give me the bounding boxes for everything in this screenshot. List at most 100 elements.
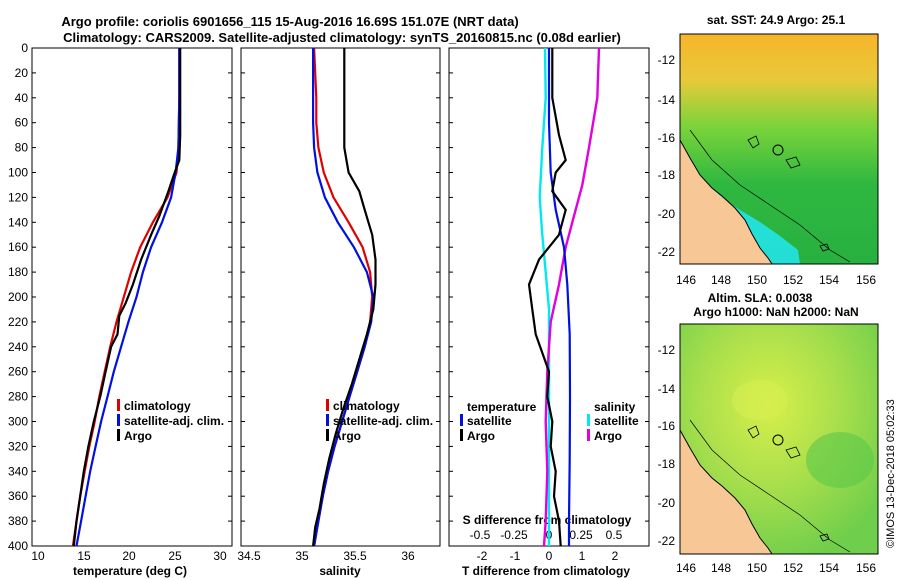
tdiff-tick: 2 [612, 549, 619, 563]
sla-reef-contours [747, 425, 830, 542]
legend-label: satellite-adj. clim. [124, 414, 224, 428]
legend-title: temperature [467, 400, 537, 414]
sla-anomaly-patch [732, 380, 788, 420]
temp-tick: 15 [77, 549, 91, 563]
sst-map-title: sat. SST: 24.9 Argo: 25.1 [707, 13, 846, 27]
depth-tick-label: 0 [21, 41, 28, 55]
lat-tick: -14 [658, 93, 676, 107]
legend-label: Argo [467, 429, 495, 443]
legend-label: Argo [124, 429, 152, 443]
lon-tick: 146 [676, 273, 696, 287]
figure-title: Argo profile: coriolis 6901656_115 15-Au… [61, 14, 518, 29]
temp-tick: 25 [168, 549, 182, 563]
lat-tick: -22 [658, 245, 676, 259]
temperature-argo-line [72, 48, 182, 546]
legend-label: satellite [594, 414, 639, 428]
lat-tick: -12 [658, 343, 676, 357]
depth-ticks [32, 47, 649, 547]
sst-frame [679, 33, 879, 265]
legend-swatch-s-satellite [587, 414, 590, 426]
lon-tick: 156 [856, 273, 876, 287]
depth-tick-label: 300 [8, 415, 28, 429]
tdiff-tick: -2 [477, 549, 488, 563]
sdiff-tick: -0.25 [500, 528, 528, 542]
lon-tick: 150 [747, 561, 767, 575]
depth-tick-label: 280 [8, 390, 28, 404]
sst-shelf-contour [689, 129, 851, 263]
sdiff-tick: 0.25 [569, 528, 593, 542]
depth-tick-label: 340 [8, 464, 28, 478]
s-difference-satellite-line [538, 48, 551, 546]
sal-tick: 36 [401, 549, 415, 563]
sla-argo-marker [772, 434, 784, 446]
imos-credit: ©IMOS 13-Dec-2018 05:02:33 [885, 399, 897, 548]
sla-map-title: Altim. SLA: 0.0038 [708, 291, 813, 305]
sst-reef-contours [747, 135, 830, 252]
depth-tick-label: 260 [8, 365, 28, 379]
tdiff-tick: -1 [510, 549, 521, 563]
sla-anomaly-patch [806, 432, 874, 488]
legend-swatch-climatology [117, 399, 120, 411]
temp-tick: 20 [122, 549, 136, 563]
depth-tick-label: 140 [8, 215, 28, 229]
depth-tick-label: 80 [15, 141, 29, 155]
depth-axis: 0 20 40 60 80 100 120 140 160 180 200 220 240 260 280 3… [8, 41, 28, 553]
depth-tick-label: 180 [8, 265, 28, 279]
temperature-x-label: temperature (deg C) [73, 564, 187, 578]
depth-tick-label: 20 [15, 66, 29, 80]
sst-coastline [679, 139, 773, 265]
sal-tick: 35.5 [343, 549, 367, 563]
difference-x-ticks: -2 -1 0 1 2 [477, 549, 619, 563]
t-difference-satellite-line [547, 48, 572, 546]
sst-argo-marker [772, 144, 784, 156]
lat-tick: -12 [658, 53, 676, 67]
temp-tick: 10 [31, 549, 45, 563]
legend-label: climatology [333, 399, 400, 413]
s-difference-label: S difference from climatology [463, 513, 632, 527]
temperature-x-ticks: 10 15 20 25 30 [31, 549, 227, 563]
depth-tick-label: 320 [8, 439, 28, 453]
sla-map [679, 323, 879, 555]
lat-tick: -18 [658, 457, 676, 471]
sdiff-tick: 0.5 [606, 528, 623, 542]
lon-tick: 152 [783, 273, 803, 287]
sst-cool-coastal-water [700, 175, 800, 264]
temperature-legend: climatology satellite-adj. clim. Argo [117, 399, 224, 443]
salinity-x-label: salinity [319, 564, 361, 578]
tdiff-tick: 0 [546, 549, 553, 563]
depth-tick-label: 220 [8, 315, 28, 329]
t-difference-argo-line [527, 48, 567, 546]
sst-map [679, 33, 879, 265]
sla-coastline [679, 429, 773, 555]
lat-tick: -16 [658, 419, 676, 433]
difference-legend-temperature: temperature satellite Argo [460, 400, 537, 443]
legend-swatch-satellite [117, 414, 120, 426]
depth-tick-label: 380 [8, 514, 28, 528]
legend-label: Argo [594, 429, 622, 443]
lon-tick: 146 [676, 561, 696, 575]
difference-legend-salinity: salinity satellite Argo [587, 400, 639, 443]
sla-lon-ticks: 146 148 150 152 154 156 [676, 561, 876, 575]
lon-tick: 154 [819, 273, 839, 287]
figure-subtitle: Climatology: CARS2009. Satellite-adjuste… [63, 30, 621, 45]
legend-swatch-satellite [326, 414, 329, 426]
difference-x-label: T difference from climatology [462, 564, 630, 578]
lat-tick: -18 [658, 168, 676, 182]
depth-tick-label: 360 [8, 489, 28, 503]
lat-tick: -22 [658, 534, 676, 548]
lon-tick: 148 [711, 561, 731, 575]
legend-label: climatology [124, 399, 191, 413]
depth-tick-label: 120 [8, 190, 28, 204]
legend-title: salinity [594, 400, 636, 414]
legend-swatch-t-satellite [460, 414, 463, 426]
sst-land-mainland [680, 140, 772, 264]
sst-lat-ticks: -12 -14 -16 -18 -20 -22 [658, 53, 676, 259]
legend-swatch-s-argo [587, 429, 590, 441]
salinity-x-ticks: 34.5 35 35.5 36 [237, 549, 415, 563]
legend-swatch-argo [326, 429, 329, 441]
sst-lon-ticks: 146 148 150 152 154 156 [676, 273, 876, 287]
legend-swatch-t-argo [460, 429, 463, 441]
depth-tick-label: 100 [8, 166, 28, 180]
legend-label: Argo [333, 429, 361, 443]
